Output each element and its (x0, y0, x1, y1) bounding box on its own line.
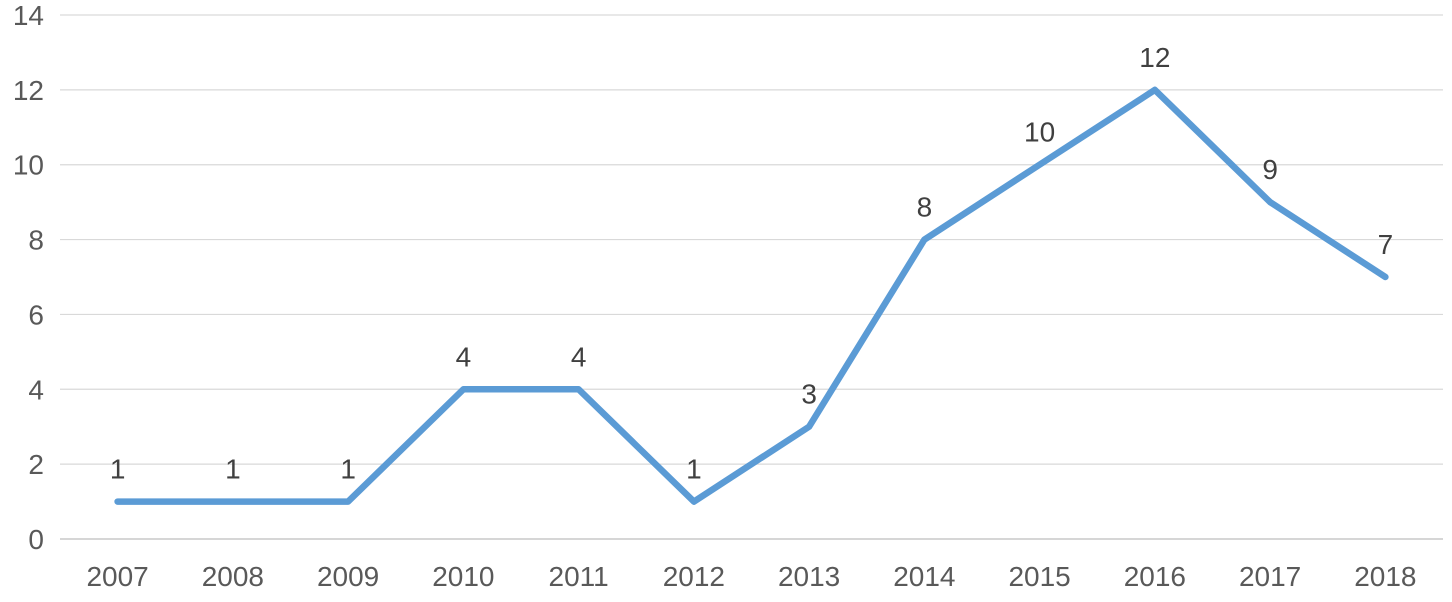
data-labels-group: 1 1 1 4 4 1 3 8 10 12 9 7 (110, 42, 1393, 485)
x-axis-tick-label: 2010 (432, 561, 494, 592)
y-axis-tick-label: 12 (13, 75, 44, 106)
data-label: 3 (801, 379, 817, 410)
data-label: 1 (340, 454, 356, 485)
data-label: 10 (1024, 117, 1055, 148)
y-axis-tick-label: 6 (28, 299, 44, 330)
data-label: 12 (1139, 42, 1170, 73)
gridlines-group (60, 14, 1443, 540)
data-label: 7 (1378, 229, 1394, 260)
data-label: 1 (225, 454, 241, 485)
x-axis-tick-label: 2009 (317, 561, 379, 592)
y-axis-tick-label: 14 (13, 0, 44, 31)
data-label: 1 (110, 454, 126, 485)
y-axis-tick-label: 8 (28, 225, 44, 256)
series-group (114, 86, 1389, 505)
x-axis-tick-label: 2018 (1354, 561, 1416, 592)
y-axis-labels-group: 0 2 4 6 8 10 12 14 (13, 0, 44, 555)
data-label: 4 (456, 341, 472, 372)
y-axis-tick-label: 2 (28, 449, 44, 480)
data-label: 1 (686, 454, 702, 485)
data-label: 4 (571, 341, 587, 372)
y-axis-tick-label: 0 (28, 524, 44, 555)
x-axis-tick-label: 2016 (1124, 561, 1186, 592)
x-axis-tick-label: 2015 (1008, 561, 1070, 592)
y-axis-tick-label: 10 (13, 150, 44, 181)
x-axis-tick-label: 2014 (893, 561, 955, 592)
x-axis-labels-group: 2007 2008 2009 2010 2011 2012 2013 2014 2015 2016… (86, 561, 1416, 592)
x-axis-tick-label: 2017 (1239, 561, 1301, 592)
data-label: 9 (1262, 154, 1278, 185)
data-label: 8 (917, 192, 933, 223)
y-axis-tick-label: 4 (28, 374, 44, 405)
x-axis-tick-label: 2011 (549, 561, 609, 592)
x-axis-tick-label: 2007 (86, 561, 148, 592)
x-axis-tick-label: 2012 (663, 561, 725, 592)
series-line (114, 86, 1389, 505)
x-axis-tick-label: 2013 (778, 561, 840, 592)
x-axis-tick-label: 2008 (202, 561, 264, 592)
